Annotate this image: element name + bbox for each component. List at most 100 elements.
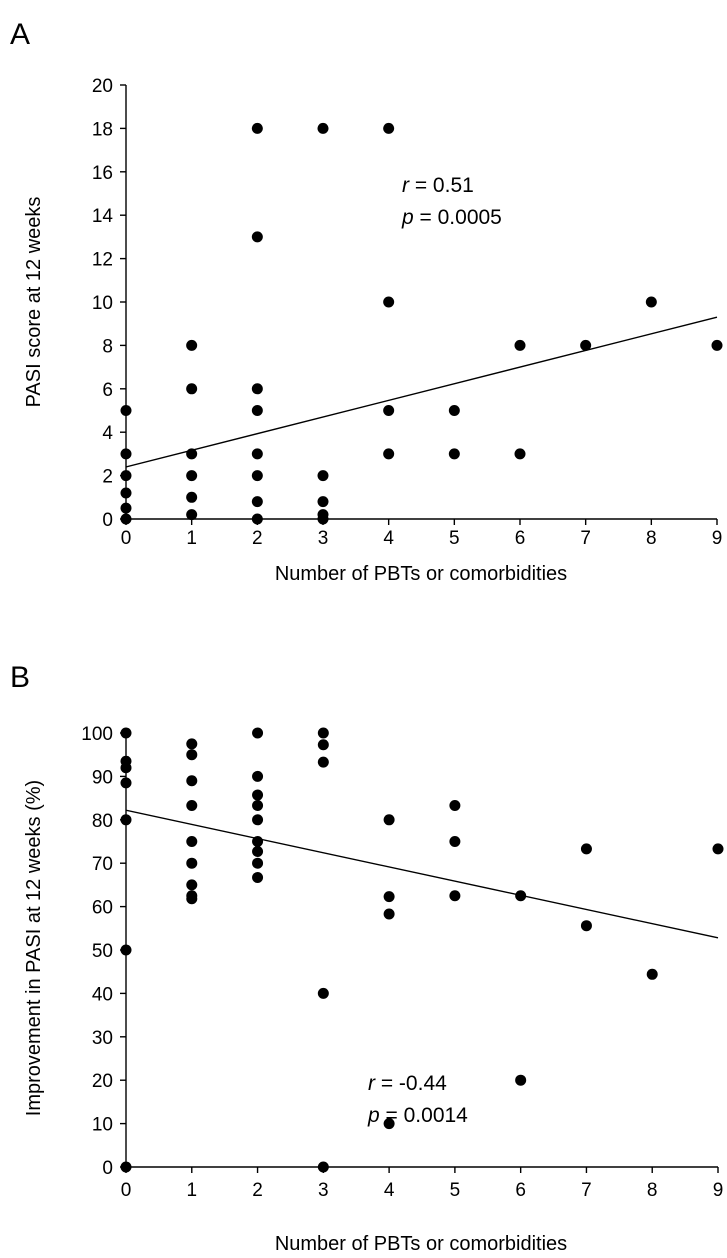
data-point <box>645 296 657 308</box>
data-point <box>120 470 132 482</box>
data-point <box>251 513 263 525</box>
data-point <box>252 799 264 811</box>
data-point <box>449 799 461 811</box>
data-point <box>252 789 264 801</box>
x-tick-label: 9 <box>713 1180 724 1201</box>
y-tick-label: 4 <box>102 423 113 444</box>
y-tick-label: 2 <box>102 467 113 488</box>
data-point <box>712 843 724 855</box>
panel-b-y-ticks: 0 10 20 30 40 50 60 70 80 90 100 <box>81 724 126 1179</box>
data-point <box>317 727 329 739</box>
data-point <box>580 843 592 855</box>
panel-a-r-annotation: r = 0.51 <box>402 174 474 197</box>
data-point <box>120 502 132 514</box>
data-point <box>251 448 263 460</box>
data-point <box>186 339 198 351</box>
data-point <box>252 770 264 782</box>
panel-a-trendline <box>125 316 718 468</box>
panel-b-x-axis-title: Number of PBTs or comorbidities <box>275 1233 567 1255</box>
data-point <box>514 448 526 460</box>
data-point <box>515 890 527 902</box>
data-point <box>120 1161 132 1173</box>
data-point <box>186 383 198 395</box>
x-tick-label: 6 <box>515 528 526 549</box>
x-tick-label: 6 <box>515 1180 526 1201</box>
data-point <box>120 405 132 416</box>
panel-a-label: A <box>10 18 30 51</box>
data-point <box>120 762 132 774</box>
y-tick-label: 90 <box>92 767 113 788</box>
data-point <box>383 296 395 308</box>
panel-a-points <box>120 122 723 525</box>
y-tick-label: 70 <box>92 854 113 875</box>
data-point <box>251 383 263 395</box>
data-point <box>120 513 132 525</box>
x-tick-label: 7 <box>581 1180 592 1201</box>
data-point <box>186 879 198 891</box>
data-point <box>186 799 198 811</box>
panel-a-x-ticks: 0 1 2 3 4 5 6 7 8 9 <box>121 519 723 549</box>
y-tick-label: 0 <box>102 1158 113 1179</box>
panel-b: B 0 10 20 30 40 50 60 70 80 90 100 0 1 2 3 4 5 6 7 8 9 Impr… <box>10 661 724 1255</box>
data-point <box>448 405 460 416</box>
data-point <box>251 122 263 134</box>
x-tick-label: 8 <box>646 528 657 549</box>
data-point <box>383 814 395 826</box>
data-point <box>251 496 263 508</box>
data-point <box>120 487 132 499</box>
data-point <box>252 845 264 857</box>
panel-b-y-axis-title: Improvement in PASI at 12 weeks (%) <box>23 780 45 1116</box>
data-point <box>251 231 263 243</box>
data-point <box>383 908 395 920</box>
y-tick-label: 40 <box>92 984 113 1005</box>
y-tick-label: 16 <box>92 163 113 184</box>
data-point <box>383 1118 395 1130</box>
data-point <box>251 470 263 482</box>
data-point <box>383 448 395 460</box>
data-point <box>317 470 329 482</box>
panel-b-p-annotation: p = 0.0014 <box>367 1104 468 1127</box>
panel-b-x-ticks: 0 1 2 3 4 5 6 7 8 9 <box>121 1167 724 1201</box>
panel-a-p-annotation: p = 0.0005 <box>401 206 502 229</box>
x-tick-label: 2 <box>252 528 263 549</box>
data-point <box>448 448 460 460</box>
y-tick-label: 14 <box>92 206 114 227</box>
panel-a-y-axis-title: PASI score at 12 weeks <box>23 197 45 408</box>
data-point <box>251 405 263 416</box>
y-tick-label: 12 <box>92 250 113 271</box>
data-point <box>252 872 264 884</box>
data-point <box>383 122 395 134</box>
data-point <box>186 857 198 869</box>
x-tick-label: 1 <box>186 528 197 549</box>
data-point <box>317 513 329 525</box>
data-point <box>120 944 132 956</box>
y-tick-label: 20 <box>92 1071 113 1092</box>
data-point <box>186 448 198 460</box>
data-point <box>186 470 198 482</box>
data-point <box>646 968 658 980</box>
y-tick-label: 10 <box>92 1115 113 1136</box>
x-tick-label: 5 <box>449 528 460 549</box>
data-point <box>317 756 329 768</box>
x-tick-label: 8 <box>647 1180 658 1201</box>
data-point <box>186 775 198 787</box>
x-tick-label: 3 <box>318 1180 329 1201</box>
data-point <box>580 339 592 351</box>
data-point <box>449 836 461 847</box>
y-tick-label: 18 <box>92 119 113 140</box>
x-tick-label: 9 <box>712 528 723 549</box>
y-tick-label: 8 <box>102 336 113 357</box>
data-point <box>317 1161 329 1173</box>
data-point <box>186 738 198 750</box>
x-tick-label: 7 <box>580 528 591 549</box>
panel-a-x-axis-title: Number of PBTs or comorbidities <box>275 563 567 585</box>
y-tick-label: 30 <box>92 1028 113 1049</box>
data-point <box>186 491 198 503</box>
data-point <box>317 496 329 508</box>
x-tick-label: 2 <box>252 1180 263 1201</box>
panel-b-r-annotation: r = -0.44 <box>368 1072 447 1095</box>
data-point <box>186 893 198 905</box>
data-point <box>317 122 329 134</box>
